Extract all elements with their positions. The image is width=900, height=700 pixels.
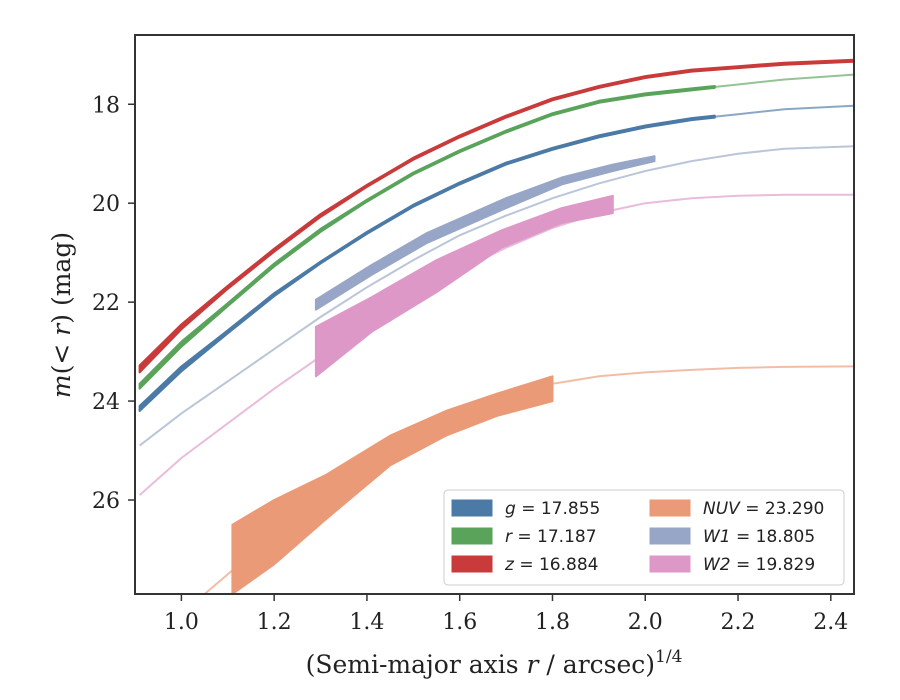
legend-label-w2: W2 = 19.829 xyxy=(703,555,815,575)
y-axis-ticks: 18 20 22 24 26 xyxy=(92,93,135,514)
data-band-r xyxy=(138,85,716,390)
plot-content xyxy=(138,58,854,594)
legend-label-r: r = 17.187 xyxy=(505,527,597,547)
model-curve-z xyxy=(138,59,854,370)
legend-swatch-nuv xyxy=(649,499,691,517)
legend-swatch-g xyxy=(451,499,493,517)
data-band-w2 xyxy=(314,194,614,378)
model-curve-g xyxy=(138,104,854,410)
x-axis-ticks: 1.0 1.2 1.4 1.6 1.8 2.0 2.2 2.4 xyxy=(164,594,848,635)
legend-swatch-w1 xyxy=(649,527,691,545)
legend-swatch-z xyxy=(451,555,493,573)
x-tick-label: 1.4 xyxy=(349,610,384,635)
legend-label-nuv: NUV = 23.290 xyxy=(703,499,824,519)
y-tick-label: 20 xyxy=(92,192,120,217)
data-band-g xyxy=(138,114,716,412)
legend-label-g: g = 17.855 xyxy=(505,499,600,519)
y-tick-label: 22 xyxy=(92,291,120,316)
y-tick-label: 24 xyxy=(92,390,120,415)
legend-swatch-w2 xyxy=(649,555,691,573)
legend-swatch-r xyxy=(451,527,493,545)
legend-label-z: z = 16.884 xyxy=(504,555,598,575)
x-tick-label: 2.4 xyxy=(813,610,848,635)
y-tick-label: 18 xyxy=(92,93,120,118)
x-tick-label: 1.6 xyxy=(442,610,477,635)
legend-box xyxy=(443,489,845,586)
y-tick-label: 26 xyxy=(92,489,120,514)
x-tick-label: 1.8 xyxy=(535,610,570,635)
plot-frame xyxy=(134,34,855,595)
x-tick-label: 2.2 xyxy=(721,610,756,635)
x-axis-label: (Semi-major axis r / arcsec)1/4 xyxy=(306,647,683,679)
data-band-z xyxy=(138,58,854,374)
x-tick-label: 2.0 xyxy=(628,610,663,635)
model-curve-w1 xyxy=(138,145,854,447)
x-tick-label: 1.0 xyxy=(164,610,199,635)
legend-label-w1: W1 = 18.805 xyxy=(703,527,815,547)
x-tick-label: 1.2 xyxy=(257,610,292,635)
data-band-nuv xyxy=(231,375,554,594)
legend: g = 17.855 r = 17.187 z = 16.884 NUV = 23.2… xyxy=(443,489,845,586)
y-axis-label: m(< r) (mag) xyxy=(47,232,76,398)
data-band-w1 xyxy=(314,155,656,311)
